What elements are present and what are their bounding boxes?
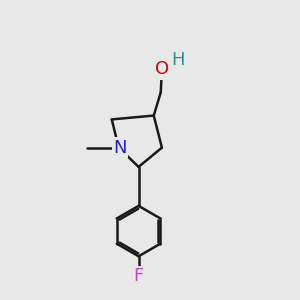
Text: O: O <box>155 60 169 78</box>
Text: H: H <box>172 51 185 69</box>
Text: F: F <box>134 267 144 285</box>
Text: N: N <box>113 139 127 157</box>
